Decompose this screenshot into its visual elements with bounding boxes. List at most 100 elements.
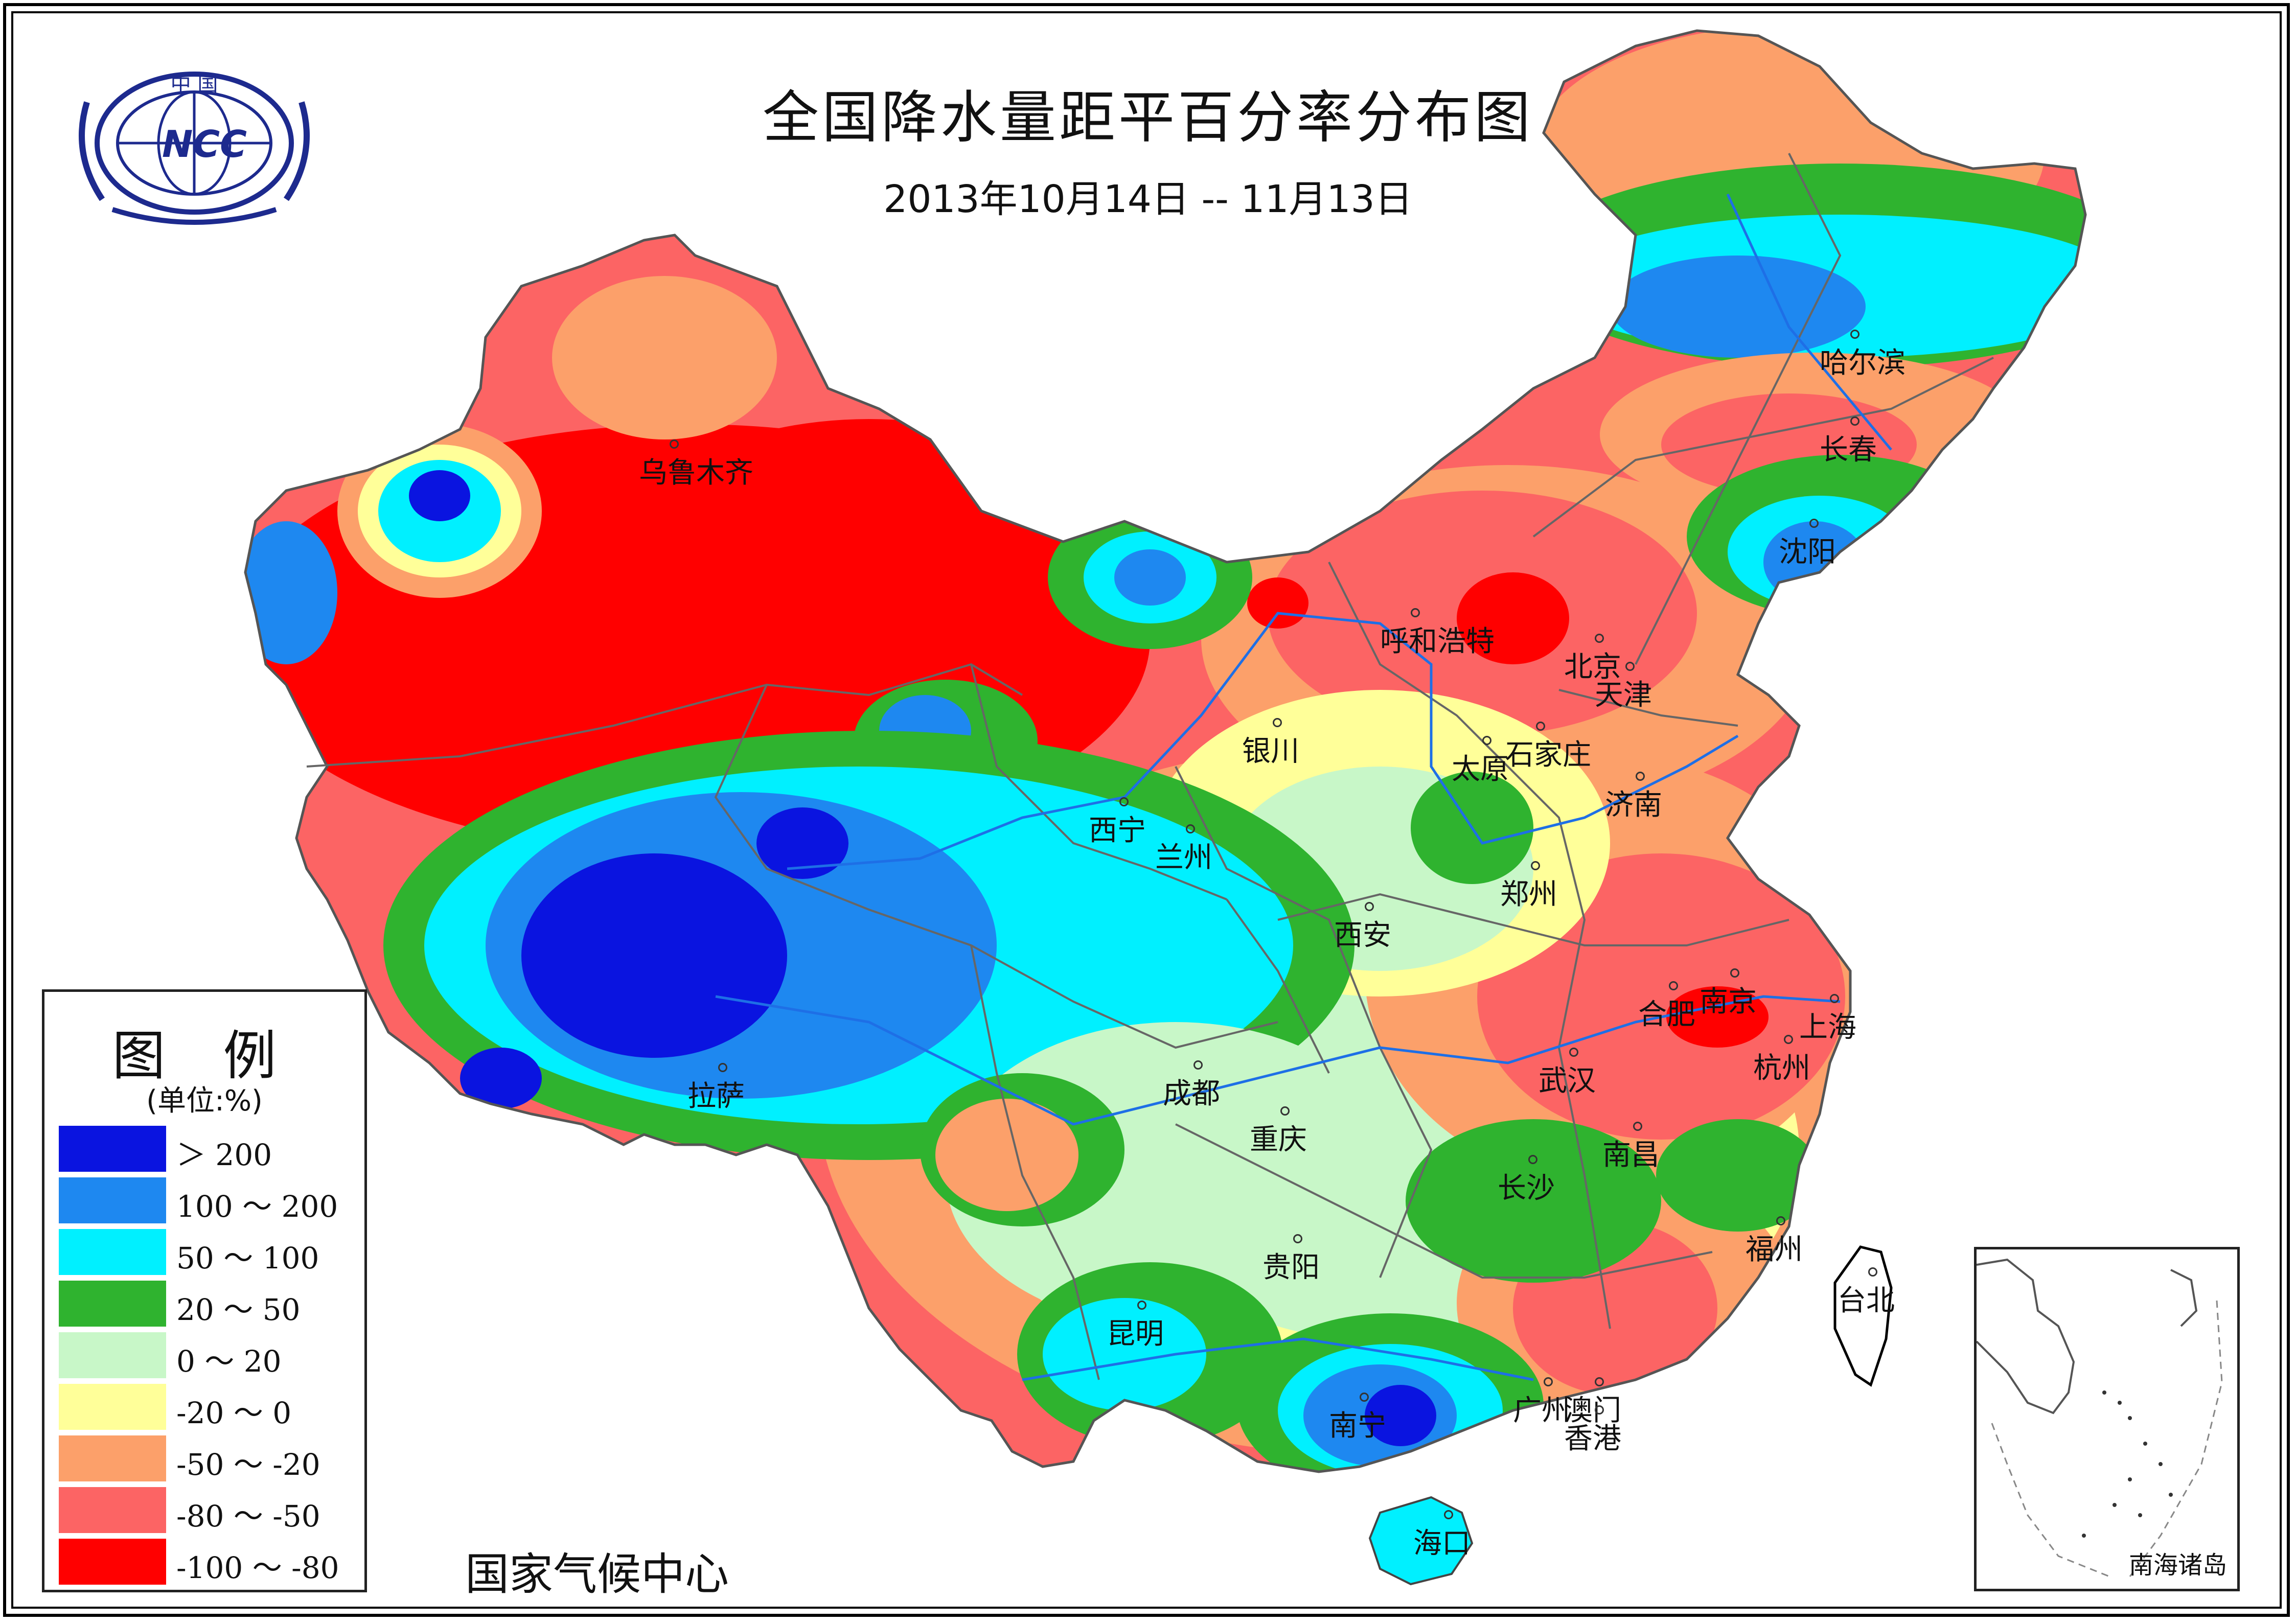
city-label: 长沙 <box>1498 1172 1555 1205</box>
city-label: 沈阳 <box>1779 536 1836 569</box>
city-label: 石家庄 <box>1505 738 1591 772</box>
city-label: 合肥 <box>1638 998 1695 1031</box>
province-boundaries <box>306 153 1994 1380</box>
city-marker <box>1730 968 1739 978</box>
legend-label: -100 ～ -80 <box>176 1550 339 1585</box>
city-label: 海口 <box>1413 1527 1471 1560</box>
legend-label: 50 ～ 100 <box>176 1241 319 1276</box>
city-label: 乌鲁木齐 <box>639 456 753 490</box>
legend-label: 100 ～ 200 <box>176 1189 338 1224</box>
city-marker <box>670 439 679 449</box>
legend-label: -80 ～ -50 <box>176 1499 320 1534</box>
city-marker <box>1186 824 1195 833</box>
inset-map <box>1977 1258 2223 1578</box>
logo-caption-top: 中 国 <box>170 73 218 96</box>
legend-swatch <box>59 1177 166 1223</box>
city-marker <box>1193 1060 1203 1070</box>
city-marker <box>1444 1510 1453 1519</box>
legend-item: -20 ～ 0 <box>59 1384 365 1433</box>
legend-swatch <box>59 1281 166 1327</box>
city-marker <box>1809 519 1819 528</box>
legend-swatch <box>59 1539 166 1585</box>
city-marker <box>1544 1377 1553 1386</box>
city-label: 北京 <box>1564 651 1621 684</box>
legend-label: -20 ～ 0 <box>176 1396 292 1430</box>
city-marker <box>1536 722 1545 731</box>
city-marker <box>1850 330 1859 339</box>
map-date-range: 2013年10月14日 -- 11月13日 <box>883 177 1413 221</box>
city-marker <box>1531 861 1540 870</box>
hainan-island <box>1368 1496 1474 1586</box>
outer-frame <box>3 3 2290 1617</box>
issuer-credit: 国家气候中心 <box>465 1549 729 1600</box>
city-label: 兰州 <box>1155 841 1212 874</box>
city-marker <box>1784 1035 1793 1044</box>
city-marker <box>1137 1301 1146 1310</box>
city-marker <box>1273 718 1282 727</box>
china-outline <box>244 29 2087 1473</box>
city-label: 台北 <box>1838 1284 1895 1317</box>
taiwan-island <box>1833 1245 1893 1387</box>
city-label: 济南 <box>1605 789 1662 822</box>
legend-label: 0 ～ 20 <box>176 1344 282 1379</box>
south-china-sea-inset: 南海诸岛 <box>1974 1247 2240 1591</box>
city-marker <box>1595 634 1604 643</box>
legend-item: -50 ～ -20 <box>59 1435 365 1485</box>
city-marker <box>1482 736 1491 745</box>
city-marker <box>1850 416 1859 426</box>
city-marker <box>1669 981 1678 990</box>
city-label: 上海 <box>1799 1011 1856 1044</box>
legend-item: ＞ 200 <box>59 1126 365 1175</box>
legend-title: 图 例 <box>112 1025 297 1087</box>
city-label: 长春 <box>1820 433 1877 467</box>
legend-swatch <box>59 1229 166 1275</box>
legend-item: 100 ～ 200 <box>59 1177 365 1226</box>
city-marker <box>1830 994 1839 1003</box>
city-marker <box>1633 1122 1642 1131</box>
city-marker <box>1595 1405 1604 1415</box>
city-marker <box>1119 797 1129 806</box>
ncc-logo <box>79 72 310 225</box>
legend-swatch <box>59 1435 166 1481</box>
city-marker <box>718 1063 727 1072</box>
legend-label: 20 ～ 50 <box>176 1292 301 1327</box>
city-label: 太原 <box>1452 753 1509 786</box>
city-marker <box>1280 1106 1290 1116</box>
city-label: 福州 <box>1746 1233 1803 1266</box>
city-label: 哈尔滨 <box>1820 346 1905 380</box>
city-label: 澳门 <box>1564 1394 1621 1427</box>
city-label: 杭州 <box>1753 1052 1810 1085</box>
legend-unit: (单位:%) <box>146 1084 263 1118</box>
legend-item: 50 ～ 100 <box>59 1229 365 1278</box>
legend-swatch <box>59 1332 166 1378</box>
city-label: 香港 <box>1564 1422 1621 1455</box>
precip-field <box>245 31 2085 1472</box>
legend-box: 图 例 (单位:%) ＞ 200 100 ～ 200 50 ～ 100 20 ～ 50… <box>42 989 367 1592</box>
city-label: 南昌 <box>1602 1139 1660 1172</box>
city-label: 郑州 <box>1500 878 1557 911</box>
city-label: 银川 <box>1242 735 1299 768</box>
logo-caption-main: NCC <box>162 123 247 166</box>
city-label: 天津 <box>1595 679 1652 712</box>
city-label: 西宁 <box>1089 814 1146 847</box>
map-title: 全国降水量距平百分率分布图 <box>763 85 1533 150</box>
legend-label: -50 ～ -20 <box>176 1447 320 1482</box>
city-label: 昆明 <box>1107 1317 1164 1351</box>
city-marker <box>1293 1234 1302 1243</box>
city-label: 西安 <box>1334 919 1391 952</box>
city-marker <box>1868 1267 1877 1277</box>
legend-label: ＞ 200 <box>176 1138 272 1172</box>
city-marker <box>1360 1393 1369 1402</box>
inner-frame <box>11 11 2282 1609</box>
legend-swatch <box>59 1384 166 1430</box>
legend-item: -80 ～ -50 <box>59 1487 365 1536</box>
inset-label: 南海诸岛 <box>2128 1551 2227 1580</box>
city-marker <box>1528 1155 1537 1164</box>
city-marker <box>1569 1048 1578 1057</box>
city-label: 呼和浩特 <box>1380 625 1495 658</box>
city-marker <box>1636 772 1645 781</box>
city-label: 贵阳 <box>1262 1251 1320 1284</box>
city-marker <box>1625 662 1635 671</box>
